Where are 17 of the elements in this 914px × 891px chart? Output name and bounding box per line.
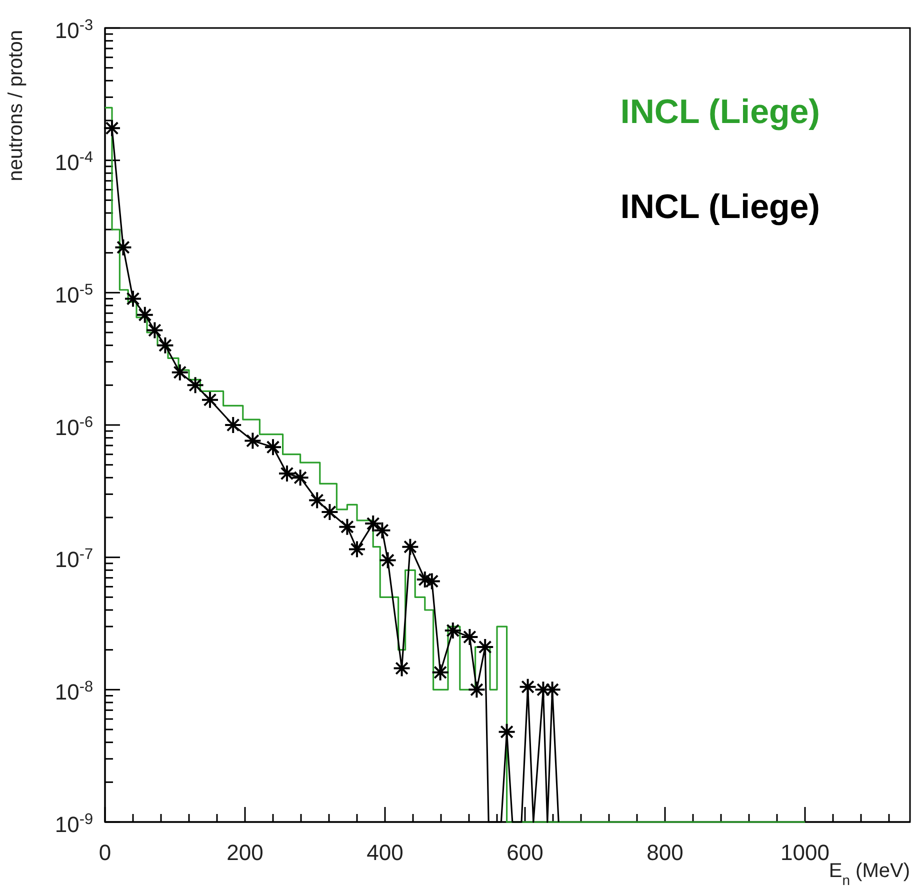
x-axis-title: E$_{n}$ (MeV)	[828, 860, 910, 888]
x-tick-label: 400	[366, 840, 404, 866]
y-axis-title: neutrons / proton	[5, 30, 27, 182]
x-tick-label: 1000	[780, 840, 830, 866]
y-tick-label: 10$^{-6}$	[54, 413, 93, 440]
x-tick-label: 600	[506, 840, 544, 866]
y-tick-label: 10$^{-7}$	[54, 546, 93, 572]
y-tick-label: 10$^{-5}$	[54, 281, 93, 308]
y-tick-label: 10$^{-4}$	[54, 148, 94, 176]
x-tick-label: 800	[646, 840, 684, 866]
y-tick-label: 10$^{-9}$	[54, 810, 93, 837]
text: INCL (Liege)	[620, 188, 820, 226]
y-tick-label: 10$^{-3}$	[54, 16, 93, 43]
text: INCL (Liege)	[620, 93, 820, 131]
x-tick-label: 0	[98, 840, 112, 866]
y-tick-label: 10$^{-8}$	[54, 678, 93, 705]
x-tick-label: 200	[226, 840, 264, 866]
